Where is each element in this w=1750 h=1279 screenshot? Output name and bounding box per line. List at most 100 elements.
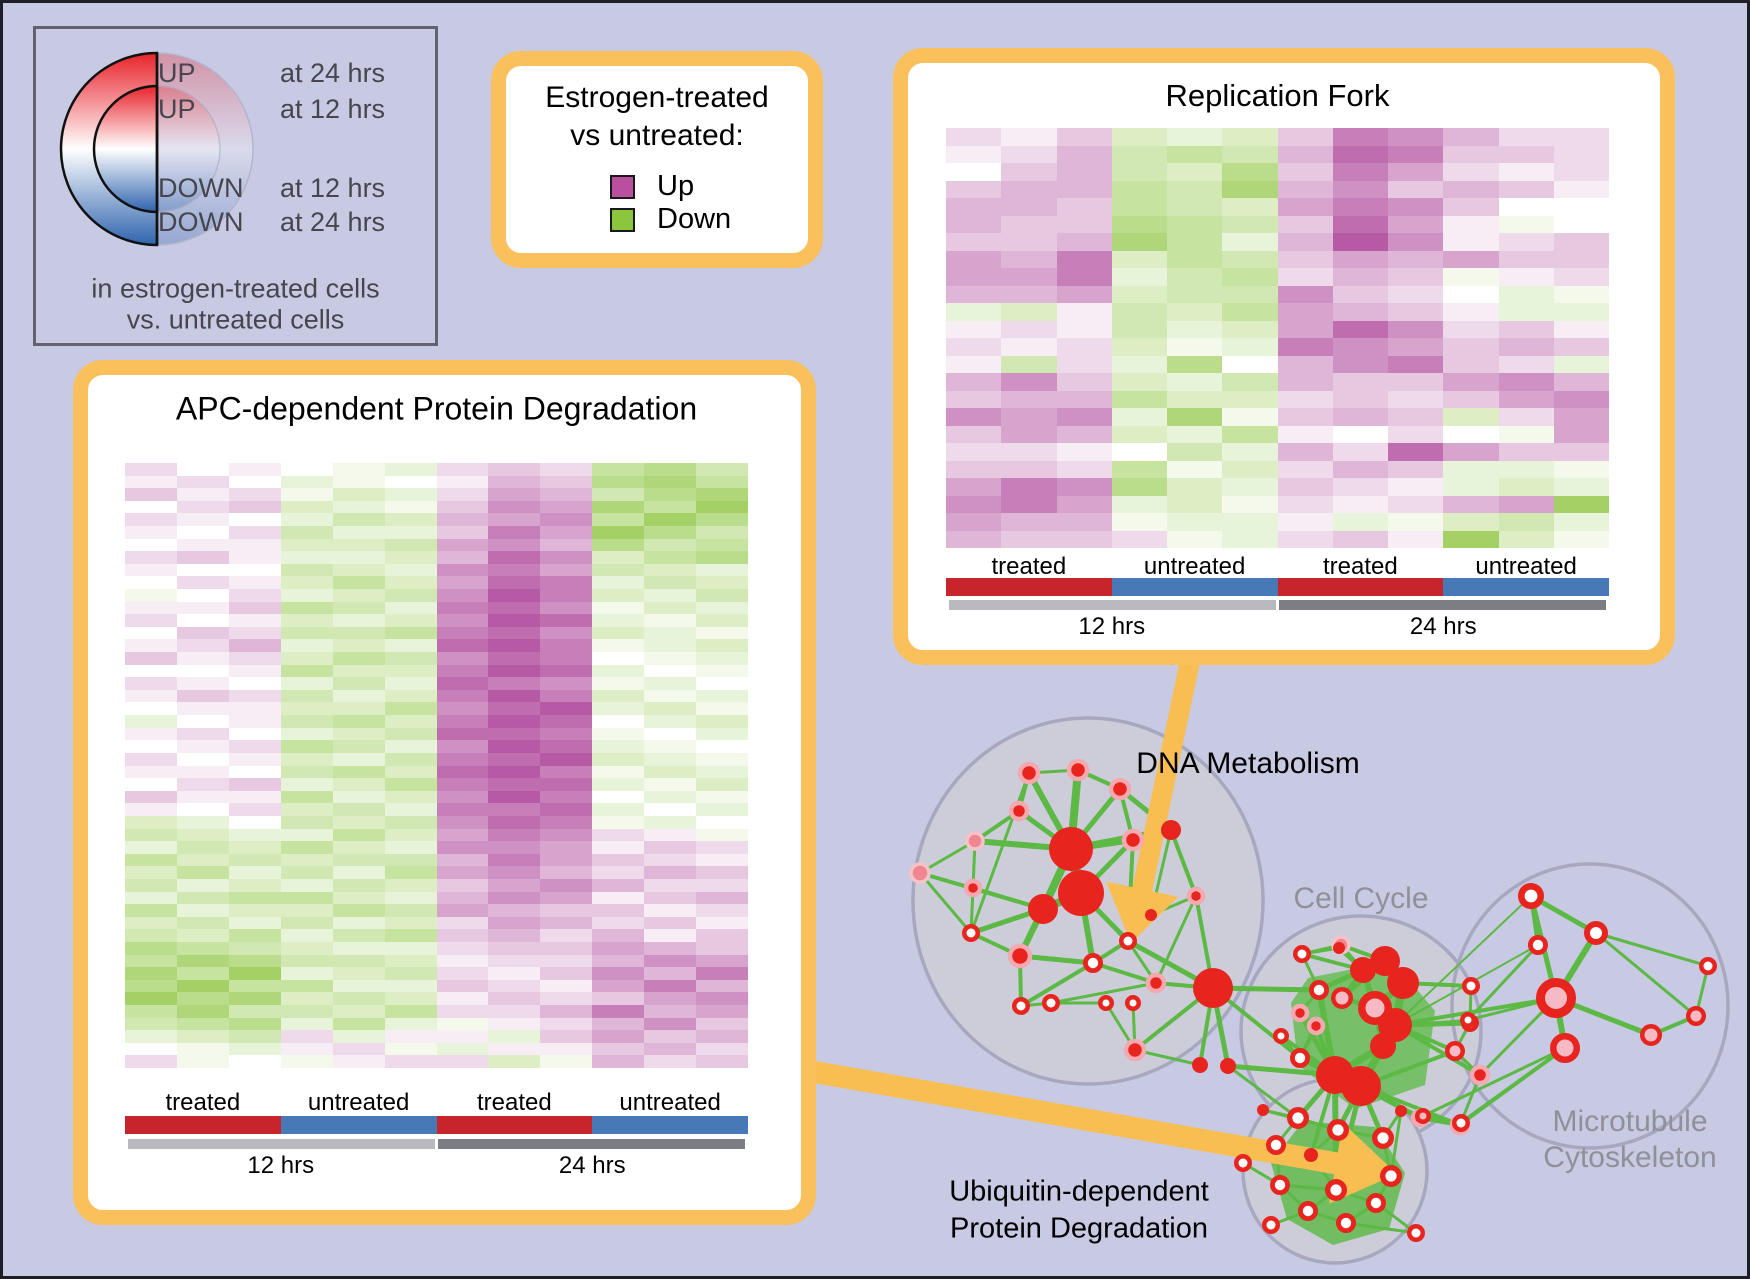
replication_fork-time-labels: 12 hrs 24 hrs bbox=[946, 613, 1609, 643]
time-label: 24 hrs bbox=[1409, 613, 1477, 640]
network-edge bbox=[1466, 943, 1540, 1022]
network-edge bbox=[1421, 1046, 1567, 1118]
updown-legend-title-line1: Estrogen-treated bbox=[545, 81, 769, 114]
updown-legend-box bbox=[491, 51, 823, 268]
replication_fork-condition-bars bbox=[946, 578, 1609, 596]
ring-time-label: at 12 hrs bbox=[280, 94, 386, 124]
network-node-rh bbox=[1108, 777, 1132, 801]
network-node-ph bbox=[965, 831, 985, 851]
apc-time-labels: 12 hrs 24 hrs bbox=[125, 1152, 748, 1182]
network-edge bbox=[1393, 996, 1558, 1027]
network-edge bbox=[1344, 1221, 1418, 1235]
network-node-r bbox=[1333, 942, 1345, 954]
network-node-rh bbox=[1186, 886, 1206, 906]
time-bar bbox=[1279, 600, 1606, 610]
network-node-wr bbox=[1262, 1216, 1280, 1234]
network-edge bbox=[969, 771, 1031, 935]
ring-direction-label: UP bbox=[158, 58, 196, 88]
network-edge bbox=[1154, 894, 1198, 985]
network-node-rh bbox=[963, 878, 983, 898]
updown-legend-title-line2: vs untreated: bbox=[570, 119, 744, 152]
condition-bar bbox=[1443, 578, 1609, 596]
network-node-wr bbox=[1366, 1193, 1387, 1214]
network-node-r bbox=[1028, 894, 1058, 924]
network-node-r bbox=[1370, 946, 1400, 976]
network-node-rh bbox=[1469, 1064, 1491, 1086]
network-node-rh bbox=[1123, 1038, 1147, 1062]
network-node-wr bbox=[962, 924, 980, 942]
network-node-wr bbox=[1266, 1135, 1287, 1156]
network-edge bbox=[1169, 828, 1198, 898]
network-node-r bbox=[1387, 967, 1419, 999]
apc-title: APC-dependent Protein Degradation bbox=[175, 390, 698, 427]
replication_fork-heatmap bbox=[946, 128, 1609, 548]
network-node-pr bbox=[1415, 1108, 1431, 1124]
dna-metabolism-label: DNA Metabolism bbox=[1136, 747, 1360, 780]
network-node-r bbox=[1370, 1033, 1396, 1059]
arrow-replication-to-dna bbox=[1129, 658, 1200, 908]
condition-bar bbox=[1277, 578, 1444, 596]
down-swatch-icon bbox=[610, 207, 635, 232]
group-label: treated bbox=[1323, 553, 1398, 580]
network-node-wr bbox=[1270, 1175, 1291, 1196]
network-node-r bbox=[1192, 1057, 1208, 1073]
network-node-rh bbox=[1017, 761, 1041, 785]
condition-bar bbox=[280, 1116, 437, 1134]
network-node-r bbox=[1341, 1066, 1381, 1106]
network-node-wr bbox=[1324, 1178, 1347, 1201]
time-bar bbox=[949, 600, 1276, 610]
ring-direction-label: DOWN bbox=[158, 207, 244, 237]
network-node-rh bbox=[1290, 1003, 1310, 1023]
network-node-wr bbox=[1083, 953, 1104, 974]
condition-bar bbox=[946, 578, 1112, 596]
network-node-rh bbox=[1066, 758, 1090, 782]
network-node-r bbox=[1350, 957, 1376, 983]
network-node-r bbox=[1161, 820, 1181, 840]
network-node-wr bbox=[1273, 1028, 1289, 1044]
network-node-pr bbox=[1640, 1024, 1662, 1046]
network-node-r bbox=[1145, 909, 1157, 921]
up-swatch-icon bbox=[610, 174, 635, 199]
network-node-ph bbox=[909, 862, 931, 884]
network-node-wr bbox=[1699, 957, 1717, 975]
ring-footer-line1: in estrogen-treated cells bbox=[91, 273, 380, 304]
network-node-wr bbox=[1042, 994, 1060, 1012]
ring-time-label: at 24 hrs bbox=[280, 207, 386, 237]
condition-bar bbox=[436, 1116, 593, 1134]
network-node-wr bbox=[1336, 1213, 1357, 1234]
network-edge bbox=[1594, 931, 1698, 1018]
replication_fork-group-labels: treated untreated treated untreated bbox=[946, 553, 1609, 580]
network-node-wr bbox=[1119, 932, 1137, 950]
network-node-wr bbox=[1290, 1048, 1311, 1069]
network-node-wr bbox=[1584, 921, 1608, 945]
network-edge bbox=[1459, 1046, 1567, 1125]
ring-legend-box bbox=[33, 26, 438, 346]
ubiquitin-label-line2: Protein Degradation bbox=[950, 1212, 1208, 1245]
network-node-r bbox=[1049, 827, 1093, 871]
group-label: treated bbox=[477, 1089, 552, 1116]
network-graph bbox=[738, 658, 1730, 1265]
network-edge bbox=[1594, 931, 1710, 968]
network-node-r bbox=[1193, 968, 1233, 1008]
network-node-pr bbox=[1445, 1041, 1465, 1061]
arrow-apc-to-ubiquitin bbox=[738, 1048, 1357, 1178]
group-label: treated bbox=[991, 553, 1067, 580]
network-node-rh bbox=[1306, 1016, 1326, 1036]
network-node-wr bbox=[1125, 995, 1141, 1011]
network-node-wr bbox=[1286, 1106, 1309, 1129]
network-node-wr bbox=[1371, 1126, 1394, 1149]
network-node-r bbox=[1257, 1104, 1269, 1116]
arrow-replication-to-dna-head bbox=[1106, 881, 1179, 943]
down-label: Down bbox=[657, 203, 732, 235]
cell-cycle-label: Cell Cycle bbox=[1293, 882, 1429, 915]
network-node-pr bbox=[1536, 978, 1576, 1018]
network-edge bbox=[1019, 961, 1095, 1008]
network-node-wr bbox=[1379, 1164, 1402, 1187]
network-edge bbox=[1226, 1064, 1300, 1120]
ring-time-label: at 24 hrs bbox=[280, 58, 386, 88]
network-node-pr bbox=[1550, 1033, 1580, 1063]
network-node-wr bbox=[1298, 1201, 1319, 1222]
network-node-pr bbox=[1686, 1006, 1706, 1026]
network-node-wr bbox=[1293, 945, 1311, 963]
network-node-wr bbox=[1528, 935, 1549, 956]
